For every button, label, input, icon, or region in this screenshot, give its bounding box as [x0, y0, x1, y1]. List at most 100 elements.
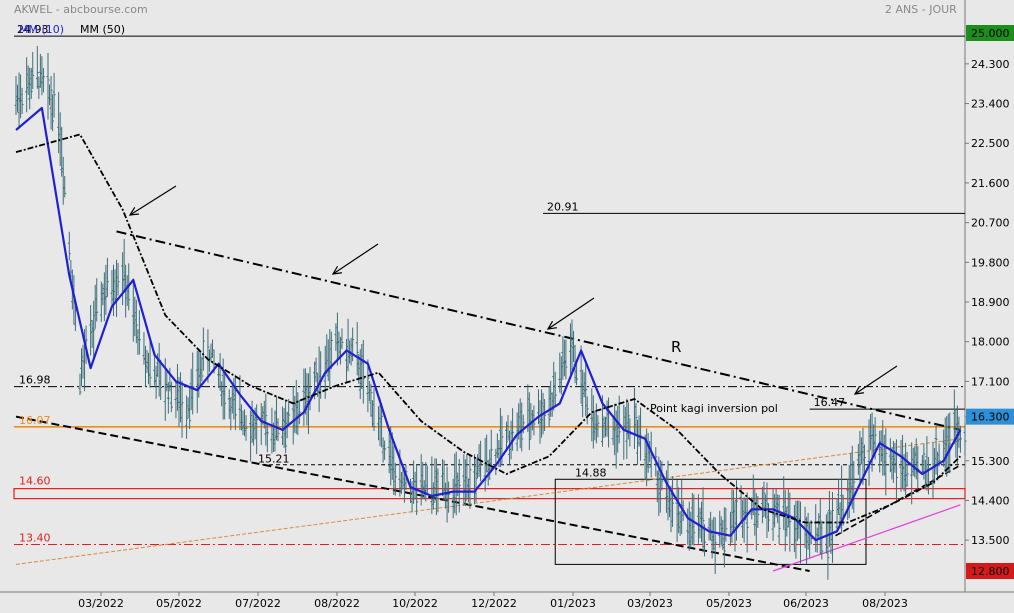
- x-tick-label: 08/2022: [314, 597, 360, 610]
- price-bar: [735, 480, 739, 541]
- price-bar: [858, 430, 862, 484]
- resistance-label: R: [671, 338, 681, 356]
- legend-mm10: MM (10): [19, 23, 64, 36]
- y-tick-label: 17.100: [971, 375, 1010, 388]
- price-bar: [809, 520, 813, 545]
- price-bar: [346, 318, 350, 372]
- price-bar: [745, 492, 749, 553]
- rising-support-line: [772, 504, 961, 572]
- level-label-7: 16.47: [814, 396, 846, 409]
- level-label-6: 20.91: [547, 200, 579, 213]
- price-bar: [355, 321, 359, 376]
- price-bar: [383, 440, 387, 460]
- y-tick-label: 21.600: [971, 177, 1010, 190]
- price-bar: [223, 373, 227, 420]
- arrow-shaft: [854, 365, 898, 395]
- price-bar: [63, 175, 67, 198]
- price-bar: [547, 386, 551, 427]
- price-bar: [185, 395, 189, 439]
- level-label-4: 13.40: [19, 532, 51, 545]
- price-bar: [527, 392, 531, 450]
- price-bar: [361, 339, 365, 404]
- price-bar: [329, 331, 333, 370]
- price-bar: [634, 402, 638, 437]
- price-bar: [862, 444, 866, 477]
- price-bar: [766, 503, 770, 532]
- price-bar: [49, 75, 53, 130]
- price-bar: [276, 418, 280, 442]
- price-bar: [380, 403, 384, 448]
- price-bar: [504, 421, 508, 451]
- ma50-line: [15, 133, 962, 524]
- price-bar: [584, 362, 588, 417]
- y-tick-label: 18.000: [971, 336, 1010, 349]
- x-tick-label: 08/2023: [862, 597, 908, 610]
- price-bar: [51, 94, 55, 132]
- price-bar: [200, 356, 204, 382]
- price-bar: [52, 72, 56, 118]
- level-label-0: 16.98: [19, 374, 51, 387]
- y-tick-label: 13.500: [971, 534, 1010, 547]
- price-bar: [626, 402, 630, 440]
- legend-overlap-value: 24.93: [17, 23, 49, 36]
- price-bar: [35, 45, 39, 89]
- x-tick-label: 12/2022: [471, 597, 517, 610]
- level-label-1: 16.07: [19, 414, 51, 427]
- arrow-1: [128, 185, 177, 216]
- x-tick-label: 10/2022: [392, 597, 438, 610]
- level-labels: 16.98 16.07 15.21 14.60 13.40 20.91 16.47 14.88: [19, 200, 845, 544]
- price-bar: [596, 415, 600, 438]
- price-bar: [777, 494, 781, 545]
- price-bar: [78, 373, 82, 396]
- price-bar: [166, 382, 170, 414]
- price-bar: [425, 465, 429, 494]
- price-bar: [760, 486, 764, 524]
- consolidation-box: [554, 478, 867, 565]
- price-bar: [393, 462, 397, 496]
- arrow-2: [331, 243, 379, 275]
- price-bar: [447, 481, 451, 513]
- price-bar: [340, 328, 344, 350]
- price-bar: [314, 357, 318, 383]
- arrow-head: [128, 207, 140, 216]
- price-bar: [905, 451, 909, 487]
- price-bar: [41, 67, 45, 93]
- price-bar: [265, 423, 269, 453]
- y-tick-label: 15.300: [971, 455, 1010, 468]
- x-tick-label: 05/2023: [706, 597, 752, 610]
- price-box-high-text: 25.000: [971, 27, 1010, 40]
- price-bar: [369, 383, 373, 417]
- ma10-line: [15, 106, 962, 542]
- y-tick-label: 20.700: [971, 217, 1010, 230]
- price-bar: [884, 428, 888, 496]
- price-bar: [255, 404, 259, 455]
- price-bar: [134, 299, 138, 344]
- price-bar: [366, 359, 370, 413]
- level-band-3: [13, 488, 966, 500]
- price-box-last-text: 16.300: [971, 411, 1010, 424]
- price-bar: [553, 371, 557, 408]
- y-tick-label: 24.300: [971, 58, 1010, 71]
- arrow-head: [546, 320, 557, 330]
- x-axis: 03/2022 05/2022 07/2022 08/2022 10/2022 12/20…: [78, 592, 908, 610]
- x-tick-label: 07/2022: [235, 597, 281, 610]
- price-bar: [820, 520, 824, 560]
- price-bar: [46, 52, 50, 120]
- price-bar: [372, 388, 376, 431]
- price-bar: [463, 459, 467, 507]
- y-tick-label: 14.400: [971, 494, 1010, 507]
- price-bar: [20, 87, 24, 115]
- price-bar: [287, 398, 291, 425]
- price-bar: [483, 437, 487, 492]
- y-axis: 24.300 23.400 22.500 21.600 20.700 19.800 18.9…: [965, 25, 1014, 579]
- y-tick-label: 22.500: [971, 137, 1010, 150]
- price-bar: [264, 393, 268, 446]
- period-label: 2 ANS - JOUR: [885, 3, 957, 16]
- price-bar: [713, 517, 717, 574]
- price-box-low: [966, 563, 1014, 579]
- price-bar: [95, 278, 99, 322]
- price-bar: [180, 380, 184, 438]
- price-bar: [468, 453, 472, 509]
- moving-averages: [15, 106, 962, 542]
